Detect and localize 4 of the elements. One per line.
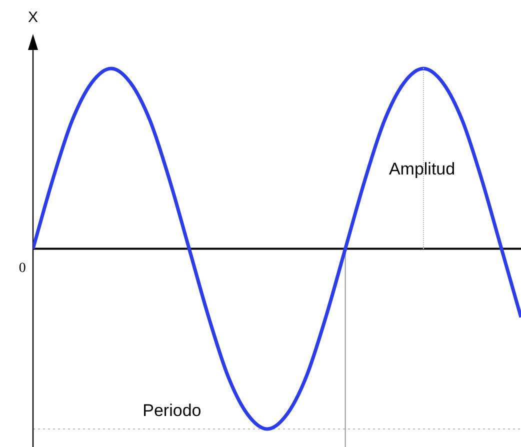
y-axis-title: X	[28, 9, 38, 26]
annotation: Amplitud	[388, 160, 456, 179]
annotation: Periodo	[142, 400, 202, 420]
text: 0	[18, 260, 26, 276]
